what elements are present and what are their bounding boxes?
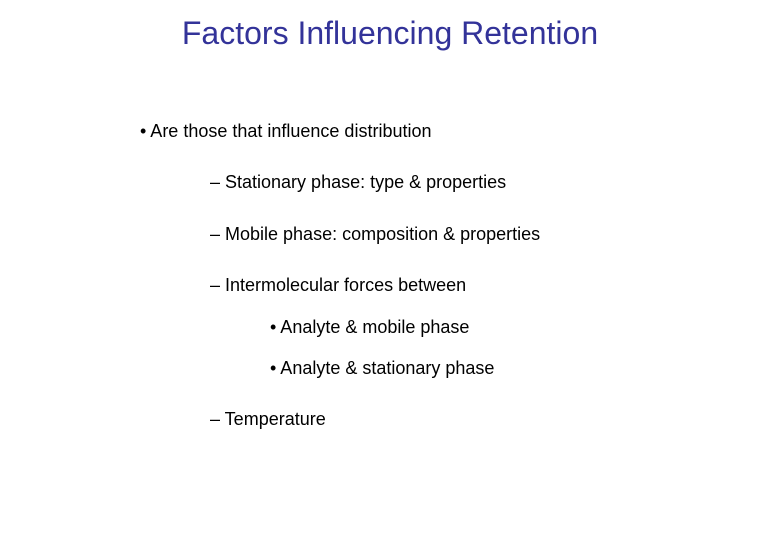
bullet-level2: – Mobile phase: composition & properties bbox=[210, 223, 680, 246]
bullet-level1: • Are those that influence distribution bbox=[140, 120, 680, 143]
slide-title: Factors Influencing Retention bbox=[0, 15, 780, 52]
bullet-level2: – Stationary phase: type & properties bbox=[210, 171, 680, 194]
bullet-level3: • Analyte & stationary phase bbox=[270, 357, 680, 380]
bullet-level2: – Temperature bbox=[210, 408, 680, 431]
bullet-level3: • Analyte & mobile phase bbox=[270, 316, 680, 339]
bullet-level2: – Intermolecular forces between bbox=[210, 274, 680, 297]
slide-content: • Are those that influence distribution … bbox=[140, 120, 680, 460]
